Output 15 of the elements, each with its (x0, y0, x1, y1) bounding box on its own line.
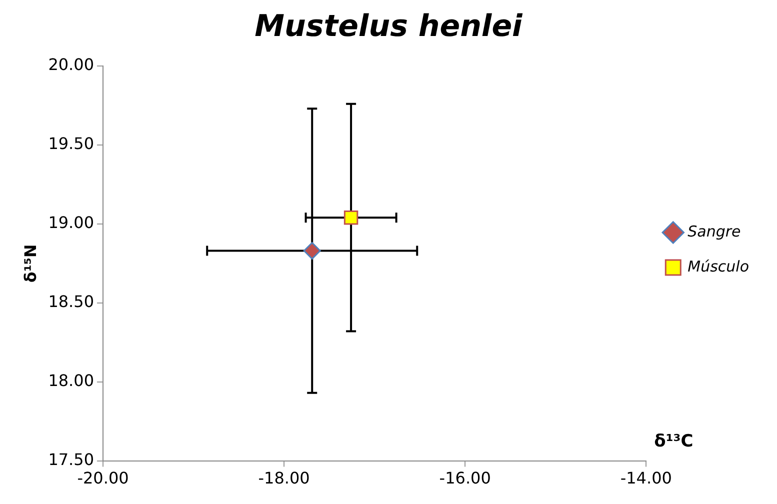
legend-label: Músculo (688, 257, 750, 276)
y-tick-label: 17.50 (48, 450, 94, 469)
chart-title: Mustelus henlei (254, 8, 524, 44)
y-tick-label: 19.00 (48, 213, 94, 232)
x-tick-label: -14.00 (620, 468, 672, 488)
x-tick-label: -16.00 (439, 468, 491, 488)
y-axis-title: δ¹⁵N (20, 244, 40, 283)
y-tick-label: 18.00 (48, 370, 94, 390)
x-axis-title: δ¹³C (654, 432, 694, 452)
x-tick-label: -20.00 (77, 468, 129, 488)
legend-label: Sangre (688, 222, 741, 240)
y-tick-label: 20.00 (48, 55, 94, 74)
y-tick-label: 18.50 (48, 292, 94, 312)
x-tick-label: -18.00 (258, 468, 310, 488)
y-tick-label: 19.50 (48, 134, 94, 154)
